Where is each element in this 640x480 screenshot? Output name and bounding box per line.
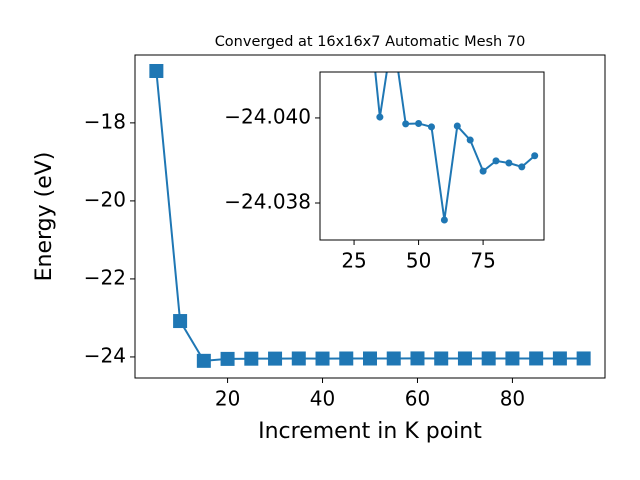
marker [481,351,496,366]
marker [434,351,449,366]
x-tick-label: 40 [310,387,335,411]
y-tick-label: −24 [84,343,126,367]
plot-area [374,72,539,224]
y-tick-label: −24.040 [224,104,311,128]
marker [479,167,487,175]
marker [339,351,354,366]
marker [244,351,259,366]
marker [291,351,306,366]
marker [315,351,330,366]
marker [415,119,423,127]
x-tick-label: 20 [215,387,240,411]
x-tick-label: 25 [341,249,366,273]
marker [376,113,384,121]
marker [173,314,188,329]
axes-frame [319,71,545,241]
marker [457,351,472,366]
axes-frame [134,54,606,379]
y-tick-label: −22 [84,265,126,289]
x-tick-label: 50 [406,249,431,273]
marker [492,157,500,165]
marker [220,351,235,366]
x-axis-label: Increment in K point [258,419,482,444]
chart-title: Converged at 16x16x7 Automatic Mesh 70 [215,34,526,50]
marker [410,351,425,366]
marker [402,120,410,128]
y-tick-label: −24.038 [224,189,311,213]
marker [440,216,448,224]
marker [518,163,526,171]
marker [505,351,520,366]
marker [196,353,211,368]
plot-area [149,63,591,368]
x-tick-label: 75 [470,249,495,273]
marker [268,351,283,366]
y-tick-label: −18 [84,109,126,133]
marker [466,136,474,144]
axes-background [320,72,544,240]
x-tick-label: 80 [500,387,525,411]
marker [531,152,539,160]
marker [427,123,435,131]
y-axis-label: Energy (eV) [32,152,57,282]
marker [529,351,544,366]
marker [453,122,461,130]
marker [386,351,401,366]
marker [149,63,164,78]
marker [576,351,591,366]
marker [552,351,567,366]
y-tick-label: −20 [84,187,126,211]
x-tick-label: 60 [405,387,430,411]
marker [363,351,377,366]
marker [505,159,513,167]
